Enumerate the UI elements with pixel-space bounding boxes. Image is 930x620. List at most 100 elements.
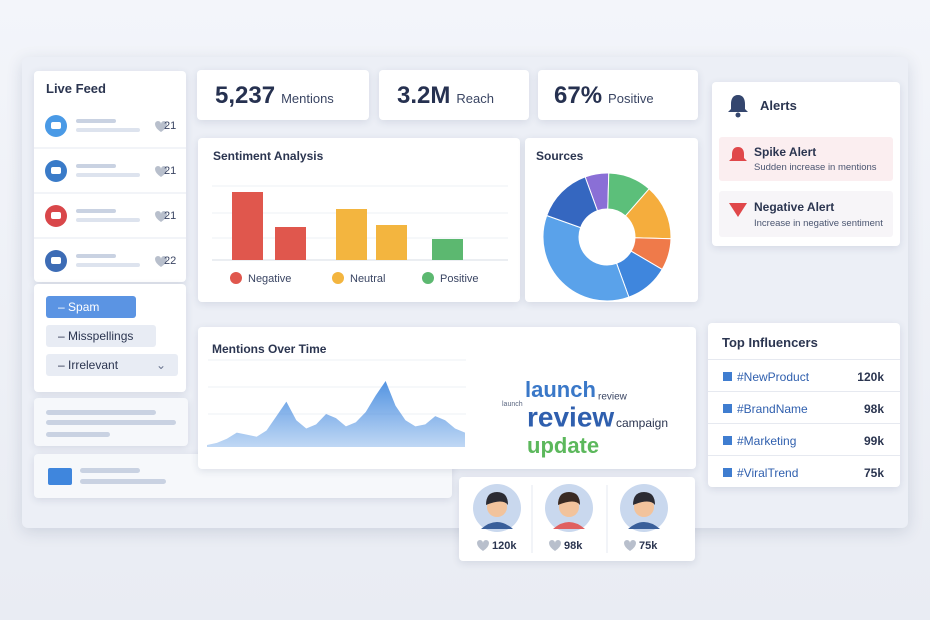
- heart-icon: [549, 540, 561, 551]
- word: launch: [502, 401, 523, 408]
- influencer-tag: #NewProduct: [737, 370, 810, 384]
- bar: [232, 192, 263, 260]
- donut-slice: [546, 176, 599, 229]
- filter-irrelevant[interactable]: – Irrelevant ⌄: [46, 354, 178, 376]
- filter-label: Spam: [68, 300, 100, 314]
- word: review: [598, 392, 628, 403]
- influencer-count: 75k: [863, 466, 884, 480]
- mentions-title: Mentions Over Time: [212, 342, 327, 356]
- avatar-body: [553, 522, 585, 529]
- line: [80, 468, 140, 473]
- influencer-tag: #BrandName: [737, 402, 808, 416]
- bar: [432, 239, 463, 260]
- sentiment-card: Sentiment Analysis Negative Neutral Positi…: [198, 138, 520, 302]
- donut-slice: [542, 214, 630, 302]
- filter-spam[interactable]: – Spam: [46, 296, 136, 318]
- line: [76, 119, 116, 123]
- row-marker: [723, 372, 732, 381]
- bar: [275, 227, 306, 260]
- row-marker: [723, 468, 732, 477]
- bar: [336, 209, 367, 260]
- donut-chart: [542, 172, 672, 302]
- stat-card: 67% Positive: [538, 70, 698, 120]
- avatar-hair: [558, 492, 580, 505]
- bar-chart: Negative Neutral Positive: [212, 185, 508, 285]
- avatar-body: [628, 522, 660, 529]
- row-marker: [723, 436, 732, 445]
- influencer-count: 120k: [857, 370, 884, 384]
- feed-list: 21 21 21 22: [34, 115, 186, 272]
- stat-card: 5,237 Mentions: [197, 70, 369, 120]
- influencer-row[interactable]: #Marketing 99k: [708, 423, 900, 455]
- line: [76, 218, 140, 222]
- alert-item[interactable]: Negative Alert Increase in negative sent…: [719, 191, 893, 237]
- avatars-card: 120k 98k 75k: [459, 477, 695, 561]
- line: [76, 164, 116, 168]
- influencer-count: 98k: [863, 402, 884, 416]
- legend-label: Positive: [440, 273, 479, 285]
- line: [46, 420, 176, 425]
- line: [76, 173, 140, 177]
- alert-item[interactable]: Spike Alert Sudden increase in mentions: [719, 137, 893, 181]
- line: [76, 263, 140, 267]
- icon-glyph: [51, 212, 61, 219]
- heart-icon: [155, 121, 167, 132]
- like-count: 21: [164, 120, 176, 132]
- word: launch: [525, 377, 596, 402]
- influencer-row[interactable]: #BrandName 98k: [708, 391, 900, 423]
- influencer-row[interactable]: #NewProduct 120k: [708, 359, 900, 391]
- heart-icon: [155, 211, 167, 222]
- row-marker: [723, 404, 732, 413]
- stat-value: 3.2M: [397, 82, 451, 109]
- chevron: ⌄: [155, 358, 166, 372]
- sources-title: Sources: [536, 149, 584, 163]
- filter-label: Irrelevant: [68, 358, 119, 372]
- filter-label: Misspellings: [68, 329, 134, 343]
- alerts-title: Alerts: [760, 98, 797, 113]
- avatar-likes: 98k: [564, 540, 583, 552]
- influencers-card: Top Influencers #NewProduct 120k #BrandN…: [708, 323, 900, 487]
- line: [46, 432, 110, 437]
- heart-icon: [477, 540, 489, 551]
- alert-title: Negative Alert: [754, 200, 835, 214]
- legend-swatch: [422, 272, 434, 284]
- line: [46, 410, 156, 415]
- influencer-tag: #ViralTrend: [737, 466, 799, 480]
- live-feed-title: Live Feed: [46, 81, 106, 96]
- avatar-likes: 75k: [639, 540, 658, 552]
- word: update: [527, 433, 599, 458]
- line: [76, 254, 116, 258]
- legend-label: Neutral: [350, 273, 385, 285]
- bar: [376, 225, 407, 260]
- influencers-title: Top Influencers: [722, 335, 818, 350]
- heart-icon: [624, 540, 636, 551]
- filter-misspellings[interactable]: – Misspellings: [46, 325, 156, 347]
- stat-value: 67%: [554, 82, 603, 109]
- icon: [48, 468, 72, 485]
- legend-label: Negative: [248, 273, 291, 285]
- live-feed: Live Feed 21 21 21 22: [34, 71, 186, 282]
- heart-icon: [155, 166, 167, 177]
- area: [207, 381, 465, 447]
- like-count: 21: [164, 210, 176, 222]
- avatar-hair: [486, 492, 508, 505]
- word: campaign: [616, 416, 668, 430]
- filters: – Spam – Misspellings – Irrelevant ⌄: [34, 284, 186, 392]
- bell-icon: [728, 95, 748, 118]
- legend-swatch: [332, 272, 344, 284]
- stat-value: 5,237: [215, 82, 276, 109]
- stat-label: Mentions: [281, 91, 334, 106]
- alert-text: Increase in negative sentiment: [754, 218, 883, 229]
- alert-icon: [729, 203, 747, 217]
- placeholder-card: [34, 398, 188, 446]
- like-count: 21: [164, 165, 176, 177]
- icon-glyph: [51, 122, 61, 129]
- word: review: [527, 401, 614, 432]
- icon-glyph: [51, 257, 61, 264]
- influencer-row[interactable]: #ViralTrend 75k: [708, 455, 900, 487]
- alerts-card: Alerts Spike Alert Sudden increase in me…: [712, 82, 900, 246]
- stat-label: Reach: [456, 91, 494, 106]
- mentions-card: Mentions Over Time launch review update cam…: [198, 327, 696, 469]
- alert-title: Spike Alert: [754, 145, 817, 159]
